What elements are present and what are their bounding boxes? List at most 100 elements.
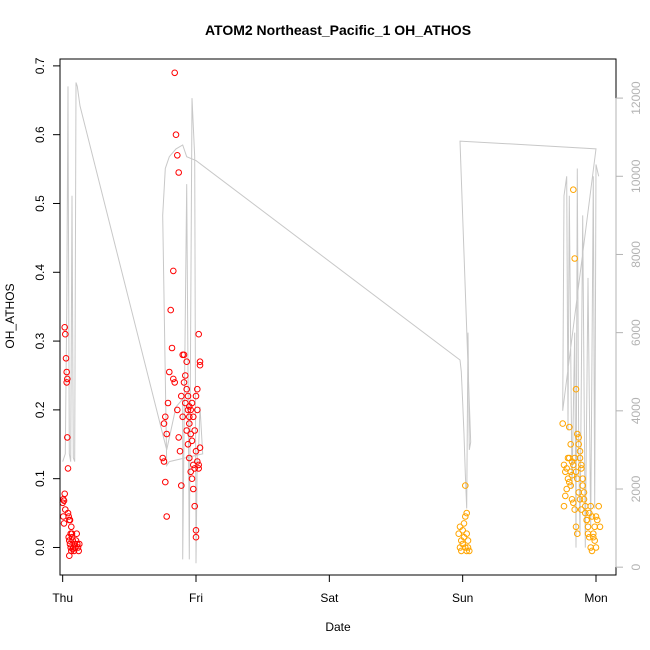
data-point — [587, 502, 595, 510]
altitude-line — [62, 82, 600, 564]
data-point — [64, 375, 71, 383]
data-point — [62, 330, 69, 338]
data-point — [464, 544, 472, 551]
data-point — [74, 540, 81, 548]
data-point — [191, 465, 198, 472]
right-tick-label: 10000 — [629, 159, 643, 193]
data-point — [591, 537, 599, 544]
data-point — [163, 513, 170, 520]
data-point — [69, 537, 76, 544]
data-point — [596, 523, 604, 531]
data-point — [174, 152, 181, 159]
data-point — [460, 520, 468, 527]
data-point — [576, 454, 584, 462]
data-point — [578, 465, 585, 472]
data-point — [575, 434, 583, 441]
data-point — [183, 358, 190, 366]
data-point — [463, 530, 471, 538]
data-point — [591, 523, 599, 531]
data-point — [571, 255, 579, 262]
data-point — [455, 530, 463, 538]
data-point — [570, 186, 577, 193]
data-point — [566, 478, 573, 486]
right-tick-label: 4000 — [629, 397, 643, 424]
x-tick-label: Fri — [189, 591, 203, 605]
data-point — [191, 427, 198, 434]
data-point — [462, 513, 469, 520]
data-point — [68, 523, 75, 531]
data-point — [192, 527, 200, 534]
y-tick-label: 0.7 — [33, 57, 47, 74]
points-layer — [59, 69, 604, 560]
data-point — [563, 465, 571, 472]
data-point — [192, 533, 200, 541]
data-point — [584, 530, 592, 538]
data-point — [196, 361, 204, 369]
data-point — [188, 399, 196, 407]
data-point — [64, 434, 71, 441]
data-point — [159, 454, 166, 462]
data-point — [69, 545, 76, 553]
data-point — [168, 344, 176, 352]
data-point — [456, 544, 464, 551]
data-point — [66, 552, 73, 560]
right-tick-label: 12000 — [629, 81, 643, 115]
data-point — [178, 392, 185, 400]
y-tick-label: 0.1 — [33, 470, 47, 487]
data-point — [574, 430, 581, 438]
data-point — [182, 372, 189, 379]
data-point — [192, 447, 200, 455]
data-point — [194, 385, 201, 393]
data-point — [583, 516, 591, 524]
data-point — [171, 69, 178, 77]
y-tick-label: 0.0 — [33, 539, 47, 556]
data-point — [466, 547, 473, 555]
data-point — [578, 506, 585, 513]
y-tick-label: 0.4 — [33, 264, 47, 281]
data-point — [172, 131, 180, 138]
y-tick-label: 0.2 — [33, 401, 47, 418]
data-point — [188, 437, 196, 445]
data-point — [459, 527, 467, 534]
data-point — [60, 520, 68, 527]
data-point — [163, 430, 170, 438]
data-point — [73, 530, 80, 538]
data-point — [586, 533, 593, 541]
right-tick-label: 8000 — [629, 241, 643, 268]
data-point — [588, 513, 596, 520]
data-point — [568, 496, 576, 503]
data-point — [63, 379, 70, 386]
data-point — [195, 330, 202, 338]
data-point — [567, 441, 575, 448]
data-point — [75, 547, 82, 555]
right-tick-label: 0 — [629, 564, 643, 571]
data-point — [578, 461, 585, 469]
x-tick-label: Sat — [320, 591, 339, 605]
data-point — [175, 169, 182, 176]
data-point — [68, 533, 76, 541]
data-point — [176, 447, 184, 455]
data-point — [179, 413, 186, 421]
data-point — [582, 509, 589, 517]
data-point — [195, 465, 202, 472]
data-point — [187, 406, 194, 414]
data-point — [162, 478, 169, 486]
y-tick-label: 0.3 — [33, 332, 47, 349]
data-point — [567, 468, 575, 476]
data-point — [64, 509, 72, 517]
chart-title: ATOM2 Northeast_Pacific_1 OH_ATHOS — [205, 22, 471, 38]
data-point — [190, 485, 197, 493]
data-point — [564, 475, 572, 483]
data-point — [195, 461, 202, 469]
data-point — [60, 497, 68, 505]
data-point — [164, 399, 172, 407]
data-point — [572, 385, 580, 393]
data-point — [559, 420, 567, 427]
x-tick-label: Thu — [52, 591, 73, 605]
x-tick-label: Mon — [584, 591, 607, 605]
data-point — [66, 516, 74, 524]
data-point — [566, 423, 573, 431]
right-tick-label: 2000 — [629, 475, 643, 502]
data-point — [180, 379, 188, 386]
data-point — [568, 471, 576, 479]
